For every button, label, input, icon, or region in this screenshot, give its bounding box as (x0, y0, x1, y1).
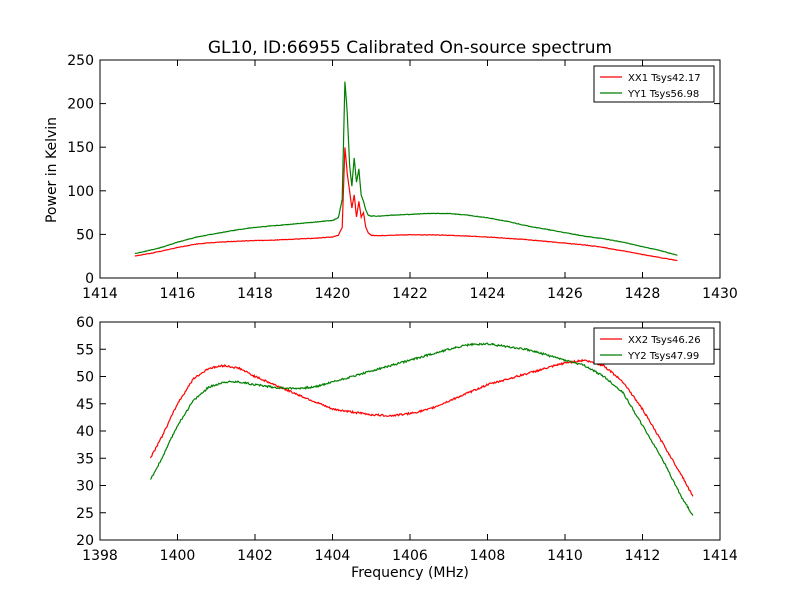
x-tick-label: 1408 (470, 548, 506, 564)
y-tick-label: 250 (67, 53, 94, 69)
legend: XX2 Tsys46.26 YY2 Tsys47.99 (593, 327, 715, 365)
plot-frame (99, 59, 721, 279)
y-tick-label: 60 (76, 315, 94, 331)
x-tick-label: 1406 (392, 548, 428, 564)
y-tick-label: 30 (76, 479, 94, 495)
x-tick-label: 1420 (315, 286, 351, 302)
x-tick-label: 1414 (702, 548, 738, 564)
bottom-panel: 1398 1400 1402 1404 1406 1408 1410 1412 1414 20 25… (76, 315, 738, 564)
y-tick-label: 55 (76, 342, 94, 358)
legend-box (593, 65, 715, 103)
y-tick-label: 150 (67, 140, 94, 156)
x-tick-label: 1418 (237, 286, 273, 302)
y-tick-label: 40 (76, 424, 94, 440)
y-tick-label: 45 (76, 397, 94, 413)
series-line-2 (134, 81, 678, 256)
x-tick-label: 1428 (625, 286, 661, 302)
y-tick-label: 50 (76, 227, 94, 243)
legend-entry-2: YY1 Tsys56.98 (627, 89, 699, 100)
x-tick-label: 1398 (82, 548, 118, 564)
chart-title: GL10, ID:66955 Calibrated On-source spec… (208, 38, 612, 58)
legend-box (593, 327, 715, 365)
x-tick-label: 1412 (625, 548, 661, 564)
y-axis-label: Power in Kelvin (44, 117, 60, 223)
y-tick-label: 20 (76, 533, 94, 549)
series-line-1 (134, 147, 678, 262)
y-tick-label: 25 (76, 506, 94, 522)
x-tick-label: 1424 (470, 286, 506, 302)
y-tick-label: 35 (76, 451, 94, 467)
plot-frame (99, 321, 721, 541)
legend-entry-1: XX1 Tsys42.17 (628, 73, 701, 84)
x-tick-label: 1430 (702, 286, 738, 302)
x-tick-label: 1416 (160, 286, 196, 302)
x-tick-label: 1400 (160, 548, 196, 564)
legend-entry-2: YY2 Tsys47.99 (627, 351, 699, 362)
x-tick-label: 1414 (82, 286, 118, 302)
series-line-1 (149, 358, 694, 497)
x-tick-label: 1422 (392, 286, 428, 302)
y-tick-label: 100 (67, 184, 94, 200)
top-panel: 1414 1416 1418 1420 1422 1424 1426 1428 1430 0 50 1… (67, 53, 738, 302)
legend-entry-1: XX2 Tsys46.26 (628, 335, 701, 346)
legend: XX1 Tsys42.17 YY1 Tsys56.98 (593, 65, 715, 103)
x-tick-label: 1404 (315, 548, 351, 564)
y-tick-label: 0 (85, 271, 94, 287)
x-tick-label: 1410 (547, 548, 583, 564)
x-tick-label: 1426 (547, 286, 583, 302)
y-tick-label: 200 (67, 97, 94, 113)
x-axis-label: Frequency (MHz) (351, 565, 469, 581)
series-line-2 (149, 342, 694, 516)
y-tick-label: 50 (76, 370, 94, 386)
x-tick-label: 1402 (237, 548, 273, 564)
